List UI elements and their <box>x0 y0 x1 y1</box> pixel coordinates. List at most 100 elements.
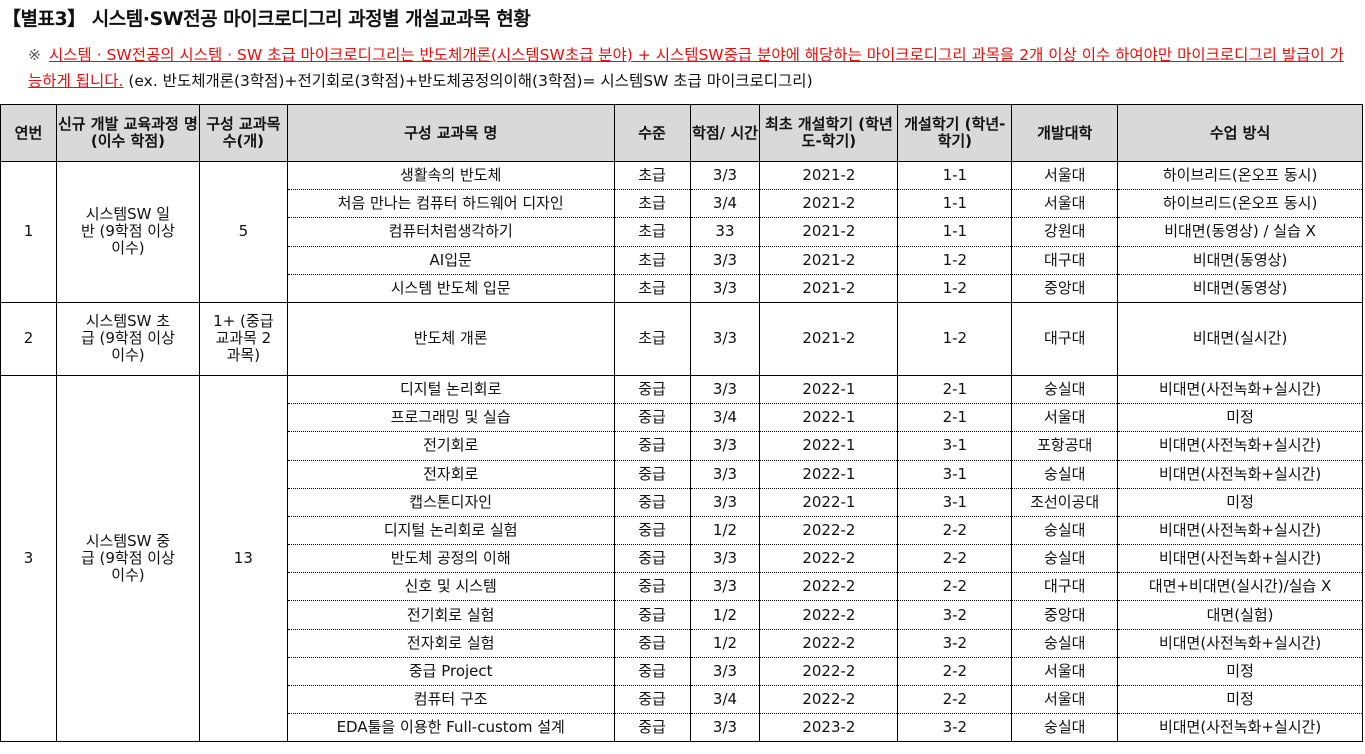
table-row: EDA툴을 이용한 Full-custom 설계 중급 3/3 2023-2 3-2 숭실… <box>1 713 1363 743</box>
term: 2-2 <box>897 656 1013 687</box>
course-name: 반도체 공정의 이해 <box>286 544 615 574</box>
table-row: 처음 만나는 컴퓨터 하드웨어 디자인 초급 3/4 2021-2 1-1 서울대 하이브리… <box>1 189 1363 219</box>
header-col-first-term: 최초 개설학기 (학년도-학기) <box>759 104 899 162</box>
credit: 3/4 <box>689 684 761 715</box>
method: 하이브리드(온오프 동시) <box>1117 160 1363 191</box>
group-number: 2 <box>0 301 57 376</box>
first-term: 2021-2 <box>759 273 899 303</box>
method: 대면+비대면(실시간)/실습 X <box>1117 572 1363 602</box>
table-row: 컴퓨터 구조 중급 3/4 2022-2 2-2 서울대 미정 <box>1 684 1363 715</box>
univ: 포항공대 <box>1011 431 1119 461</box>
credit: 3/3 <box>689 487 761 517</box>
level: 초급 <box>613 160 691 191</box>
table-row: 3 시스템SW 중급 (9학점 이상 이수) 13 디지털 논리회로 중급 3/3 2022… <box>0 374 1363 743</box>
level: 중급 <box>613 403 691 433</box>
level: 중급 <box>613 572 691 602</box>
method: 비대면(동영상) <box>1117 273 1363 303</box>
credit: 3/3 <box>689 301 761 376</box>
table-row: 중급 Project 중급 3/3 2022-2 2-2 서울대 미정 <box>1 656 1363 687</box>
first-term: 2022-2 <box>759 572 899 602</box>
course-name: 전기회로 실험 <box>286 600 615 630</box>
course-name: EDA툴을 이용한 Full-custom 설계 <box>286 713 615 743</box>
level: 중급 <box>613 487 691 517</box>
credit: 1/2 <box>689 515 761 546</box>
group-number: 1 <box>0 161 57 303</box>
method: 하이브리드(온오프 동시) <box>1117 189 1363 219</box>
term: 1-1 <box>897 189 1013 219</box>
credit: 3/3 <box>689 459 761 489</box>
table-row: 전기회로 실험 중급 1/2 2022-2 3-2 중앙대 대면(실험) <box>1 600 1363 630</box>
level: 초급 <box>613 217 691 247</box>
course-name: 전자회로 실험 <box>286 628 615 658</box>
course-table: 연번 신규 개발 교육과정 명 (이수 학점) 구성 교과목 수(개) 구성 교과목 … <box>0 104 1363 743</box>
course-name: 시스템 반도체 입문 <box>286 273 615 303</box>
level: 중급 <box>613 628 691 658</box>
table-row: 전기회로 중급 3/3 2022-1 3-1 포항공대 비대면(사전녹화+실시간) <box>1 431 1363 461</box>
header-col-no: 연번 <box>0 104 57 162</box>
course-name: 디지털 논리회로 실험 <box>286 515 615 546</box>
notice: ※ 시스템 · SW전공의 시스템 · SW 초급 마이크로디그리는 반도체개론(… <box>28 42 1358 94</box>
univ: 대구대 <box>1011 245 1119 275</box>
term: 3-1 <box>897 431 1013 461</box>
table-row: 프로그래밍 및 실습 중급 3/4 2022-1 2-1 서울대 미정 <box>1 403 1363 433</box>
univ: 숭실대 <box>1011 628 1119 658</box>
term: 1-1 <box>897 217 1013 247</box>
term: 3-1 <box>897 487 1013 517</box>
first-term: 2022-1 <box>759 374 899 405</box>
method: 미정 <box>1117 656 1363 687</box>
term: 2-1 <box>897 374 1013 405</box>
term: 2-2 <box>897 544 1013 574</box>
table-row: 신호 및 시스템 중급 3/3 2022-2 2-2 대구대 대면+비대면(실시간)/실습 … <box>1 572 1363 602</box>
method: 미정 <box>1117 487 1363 517</box>
univ: 대구대 <box>1011 572 1119 602</box>
method: 비대면(동영상) <box>1117 245 1363 275</box>
table-row: 전자회로 실험 중급 1/2 2022-2 3-2 숭실대 비대면(사전녹화+실시간) <box>1 628 1363 658</box>
term: 1-2 <box>897 273 1013 303</box>
level: 초급 <box>613 301 691 376</box>
univ: 숭실대 <box>1011 374 1119 405</box>
page-title: 【별표3】 시스템·SW전공 마이크로디그리 과정별 개설교과목 현황 <box>2 8 531 30</box>
table-row: 반도체 공정의 이해 중급 3/3 2022-2 2-2 숭실대 비대면(사전녹화+실시간) <box>1 544 1363 574</box>
course-count: 5 <box>198 161 288 303</box>
first-term: 2021-2 <box>759 189 899 219</box>
table-row: AI입문 초급 3/3 2021-2 1-2 대구대 비대면(동영상) <box>1 245 1363 275</box>
method: 비대면(사전녹화+실시간) <box>1117 628 1363 658</box>
credit: 1/2 <box>689 600 761 630</box>
program-name: 시스템SW 중급 (9학점 이상 이수) <box>55 374 200 743</box>
term: 3-1 <box>897 459 1013 489</box>
level: 중급 <box>613 600 691 630</box>
course-count: 1+ (중급교과목 2과목) <box>198 301 288 376</box>
level: 중급 <box>613 374 691 405</box>
univ: 대구대 <box>1011 301 1119 376</box>
credit: 3/3 <box>689 656 761 687</box>
term: 1-2 <box>897 301 1013 376</box>
univ: 중앙대 <box>1011 273 1119 303</box>
header-col-term: 개설학기 (학년-학기) <box>897 104 1013 162</box>
method: 비대면(사전녹화+실시간) <box>1117 544 1363 574</box>
univ: 숭실대 <box>1011 544 1119 574</box>
course-name: 반도체 개론 <box>286 301 615 376</box>
table-row: 디지털 논리회로 실험 중급 1/2 2022-2 2-2 숭실대 비대면(사전녹화+실시간… <box>1 515 1363 546</box>
first-term: 2023-2 <box>759 713 899 743</box>
first-term: 2022-2 <box>759 600 899 630</box>
course-name: 컴퓨터 구조 <box>286 684 615 715</box>
credit: 3/4 <box>689 403 761 433</box>
header-col-course: 구성 교과목 명 <box>286 104 615 162</box>
notice-emphasis: 시스템 · SW전공의 시스템 · SW 초급 마이크로디그리는 반도체개론(시… <box>28 46 1344 90</box>
first-term: 2022-2 <box>759 656 899 687</box>
first-term: 2022-1 <box>759 431 899 461</box>
first-term: 2022-1 <box>759 487 899 517</box>
credit: 3/3 <box>689 245 761 275</box>
credit: 33 <box>689 217 761 247</box>
first-term: 2021-2 <box>759 160 899 191</box>
univ: 서울대 <box>1011 684 1119 715</box>
term: 3-2 <box>897 713 1013 743</box>
method: 비대면(사전녹화+실시간) <box>1117 515 1363 546</box>
course-name: 컴퓨터처럼생각하기 <box>286 217 615 247</box>
first-term: 2022-2 <box>759 684 899 715</box>
level: 중급 <box>613 656 691 687</box>
univ: 서울대 <box>1011 403 1119 433</box>
course-name: 전자회로 <box>286 459 615 489</box>
first-term: 2022-2 <box>759 628 899 658</box>
header-col-method: 수업 방식 <box>1117 104 1363 162</box>
